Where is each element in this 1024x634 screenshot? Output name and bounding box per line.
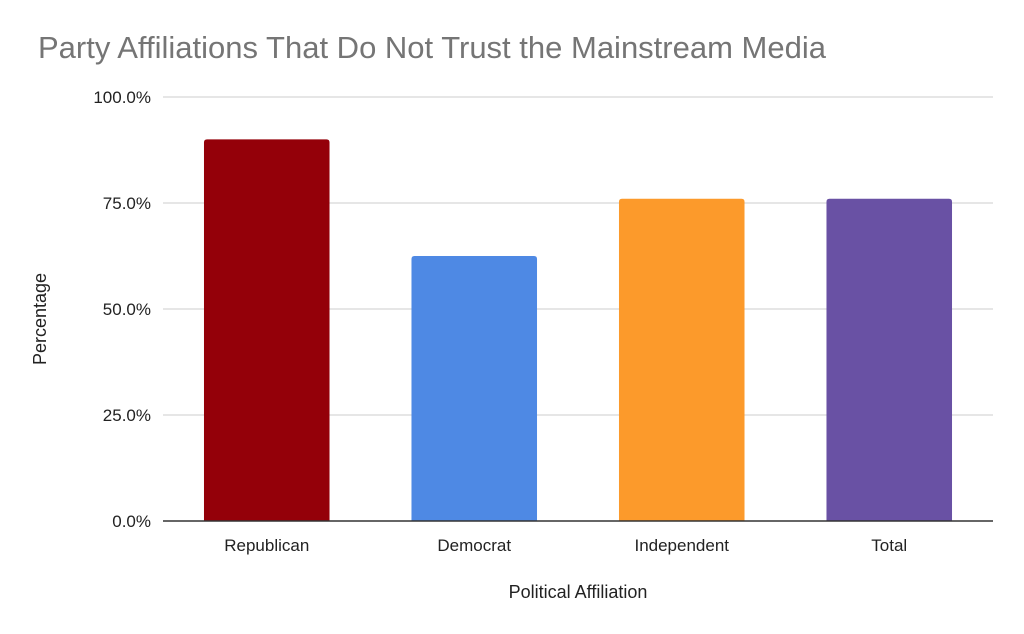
bar-republican xyxy=(203,139,330,521)
y-tick-label: 75.0% xyxy=(103,194,151,213)
chart-title: Party Affiliations That Do Not Trust the… xyxy=(38,30,827,65)
x-tick-label: Democrat xyxy=(437,536,511,555)
y-axis-ticks: 0.0% 25.0% 50.0% 75.0% 100.0% xyxy=(93,88,151,531)
bars xyxy=(203,139,953,521)
bar-total xyxy=(826,198,953,521)
bar-democrat xyxy=(411,256,538,521)
y-tick-label: 0.0% xyxy=(112,512,151,531)
y-tick-label: 100.0% xyxy=(93,88,151,107)
y-tick-label: 50.0% xyxy=(103,300,151,319)
bar-independent xyxy=(618,198,745,521)
y-axis-title: Percentage xyxy=(30,273,50,365)
x-tick-label: Independent xyxy=(634,536,729,555)
x-tick-label: Total xyxy=(871,536,907,555)
x-tick-label: Republican xyxy=(224,536,309,555)
x-axis-ticks: Republican Democrat Independent Total xyxy=(224,536,907,555)
x-axis-title: Political Affiliation xyxy=(509,582,648,602)
y-tick-label: 25.0% xyxy=(103,406,151,425)
